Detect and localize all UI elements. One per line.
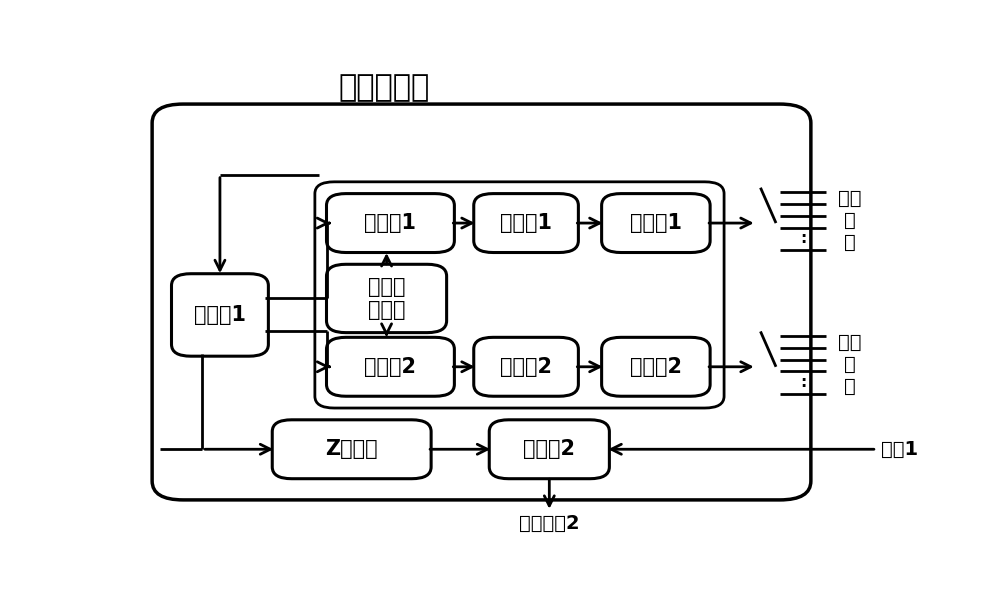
FancyBboxPatch shape (172, 274, 268, 356)
Text: 电子
开
关: 电子 开 关 (838, 333, 862, 396)
Text: 功分器1: 功分器1 (500, 213, 552, 233)
Text: :: : (800, 375, 806, 390)
FancyBboxPatch shape (489, 420, 609, 479)
FancyBboxPatch shape (474, 337, 578, 396)
Text: 放大器2: 放大器2 (630, 357, 682, 377)
Text: :: : (800, 231, 806, 246)
FancyBboxPatch shape (602, 337, 710, 396)
FancyBboxPatch shape (602, 193, 710, 253)
Text: 频率参
考单元: 频率参 考单元 (368, 277, 405, 320)
FancyBboxPatch shape (326, 193, 454, 253)
Text: 中频信号2: 中频信号2 (519, 514, 580, 533)
Text: 功分器2: 功分器2 (500, 357, 552, 377)
Text: 放大器1: 放大器1 (630, 213, 682, 233)
FancyBboxPatch shape (152, 104, 811, 500)
Text: 电子
开
关: 电子 开 关 (838, 189, 862, 252)
FancyBboxPatch shape (315, 182, 724, 408)
Text: 混频器1: 混频器1 (194, 305, 246, 325)
FancyBboxPatch shape (326, 337, 454, 396)
Text: 激励源2: 激励源2 (364, 357, 416, 377)
Text: 混频器2: 混频器2 (523, 439, 575, 459)
FancyBboxPatch shape (474, 193, 578, 253)
Text: Z倍频器: Z倍频器 (325, 439, 378, 459)
Text: 微波激励源: 微波激励源 (338, 73, 429, 102)
FancyBboxPatch shape (272, 420, 431, 479)
Text: 信号1: 信号1 (881, 440, 918, 459)
Text: 激励源1: 激励源1 (364, 213, 416, 233)
FancyBboxPatch shape (326, 264, 447, 332)
